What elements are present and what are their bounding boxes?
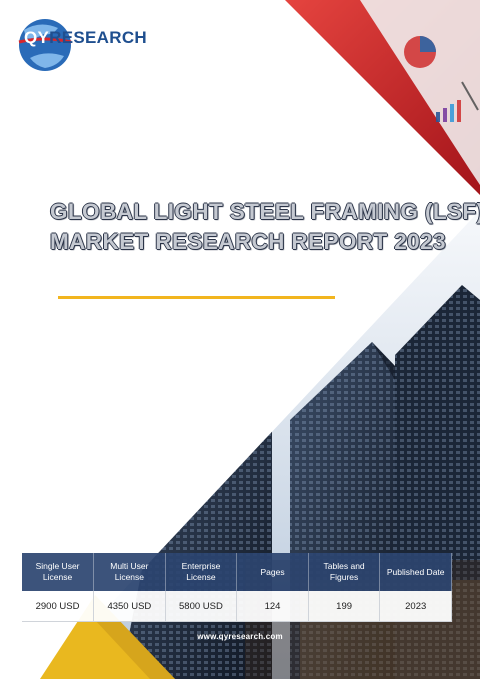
logo-prefix: QY (24, 28, 50, 47)
report-title-line-1: GLOBAL LIGHT STEEL FRAMING (LSF) (50, 199, 480, 224)
report-title: GLOBAL LIGHT STEEL FRAMING (LSF) MARKET … (50, 197, 480, 257)
license-value-row: 2900 USD 4350 USD 5800 USD 124 199 2023 (22, 591, 452, 622)
value-published-date: 2023 (379, 591, 452, 622)
header-pages: Pages (236, 553, 309, 591)
value-pages: 124 (236, 591, 309, 622)
license-header-row: Single User License Multi User License E… (22, 553, 452, 591)
header-published-date: Published Date (379, 553, 452, 591)
report-title-line-2: MARKET RESEARCH REPORT 2023 (50, 229, 446, 254)
header-enterprise: Enterprise License (165, 553, 238, 591)
logo-wordmark: RESEARCH (49, 28, 147, 47)
globe-logo-icon (18, 19, 72, 71)
value-multi-user: 4350 USD (93, 591, 166, 622)
chart-photo (360, 0, 480, 185)
company-logo: QYRESEARCH (24, 28, 147, 48)
value-single-user: 2900 USD (22, 591, 95, 622)
license-info-table: Single User License Multi User License E… (22, 553, 452, 622)
website-link[interactable]: www.qyresearch.com (197, 632, 283, 641)
header-multi-user: Multi User License (93, 553, 166, 591)
header-tables-figures: Tables and Figures (308, 553, 381, 591)
header-single-user: Single User License (22, 553, 95, 591)
value-enterprise: 5800 USD (165, 591, 238, 622)
value-tables-figures: 199 (308, 591, 381, 622)
title-divider (58, 296, 335, 299)
